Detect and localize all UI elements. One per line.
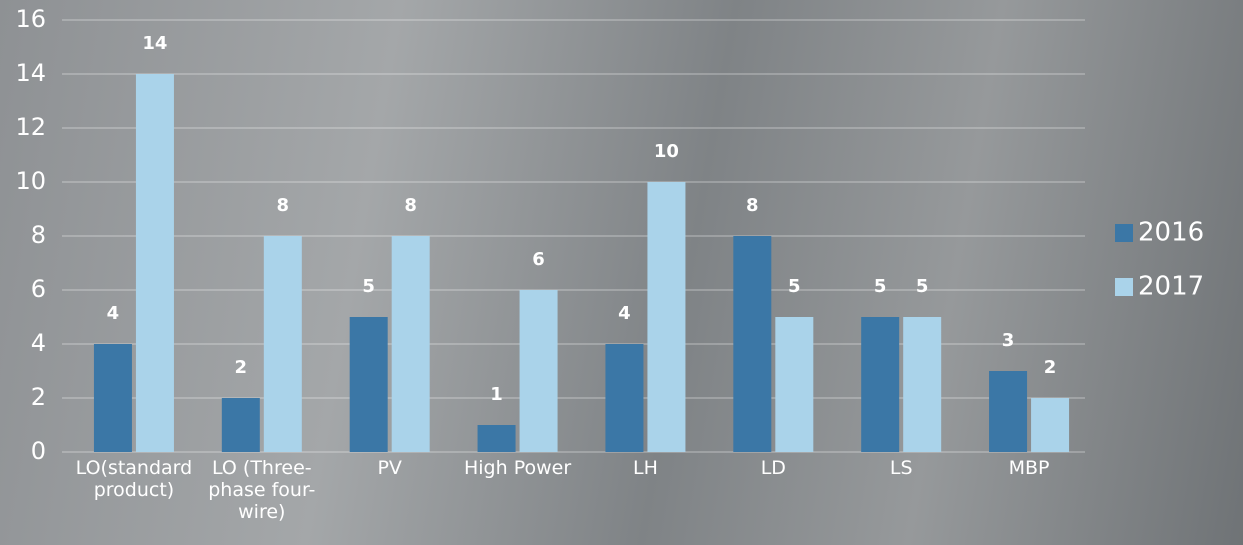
value-label: 3 [1002, 330, 1015, 351]
legend-swatch [1115, 278, 1133, 296]
bar [733, 236, 771, 452]
value-label: 10 [654, 141, 679, 162]
value-label: 1 [490, 384, 503, 405]
bar [520, 290, 558, 452]
value-label: 2 [1044, 357, 1057, 378]
value-label: 2 [235, 357, 248, 378]
y-tick-label: 12 [15, 113, 46, 141]
legend-label: 2016 [1138, 218, 1204, 248]
bar [478, 425, 516, 452]
y-tick-label: 16 [15, 5, 46, 33]
value-label: 8 [746, 195, 759, 216]
value-label: 5 [916, 276, 929, 297]
chart: 024681012141641428581641085553220162017 … [0, 0, 1243, 545]
value-label: 5 [362, 276, 375, 297]
x-tick-label: MBP [954, 457, 1104, 479]
bar [647, 182, 685, 452]
bar [1031, 398, 1069, 452]
value-label: 5 [874, 276, 887, 297]
bar [989, 371, 1027, 452]
y-tick-label: 6 [31, 275, 46, 303]
bar [264, 236, 302, 452]
y-tick-label: 10 [15, 167, 46, 195]
value-label: 4 [107, 303, 120, 324]
bar [605, 344, 643, 452]
value-label: 6 [532, 249, 545, 270]
legend-swatch [1115, 224, 1133, 242]
bar [861, 317, 899, 452]
y-tick-label: 0 [31, 437, 46, 465]
value-label: 4 [618, 303, 631, 324]
value-label: 8 [404, 195, 417, 216]
y-tick-label: 8 [31, 221, 46, 249]
value-label: 14 [142, 33, 167, 54]
bar [350, 317, 388, 452]
bar [392, 236, 430, 452]
value-label: 8 [277, 195, 290, 216]
bar [775, 317, 813, 452]
legend-label: 2017 [1138, 272, 1204, 302]
value-label: 5 [788, 276, 801, 297]
bar [903, 317, 941, 452]
y-tick-label: 2 [31, 383, 46, 411]
bar [94, 344, 132, 452]
y-tick-label: 14 [15, 59, 46, 87]
y-tick-label: 4 [31, 329, 46, 357]
bar [222, 398, 260, 452]
bar [136, 74, 174, 452]
